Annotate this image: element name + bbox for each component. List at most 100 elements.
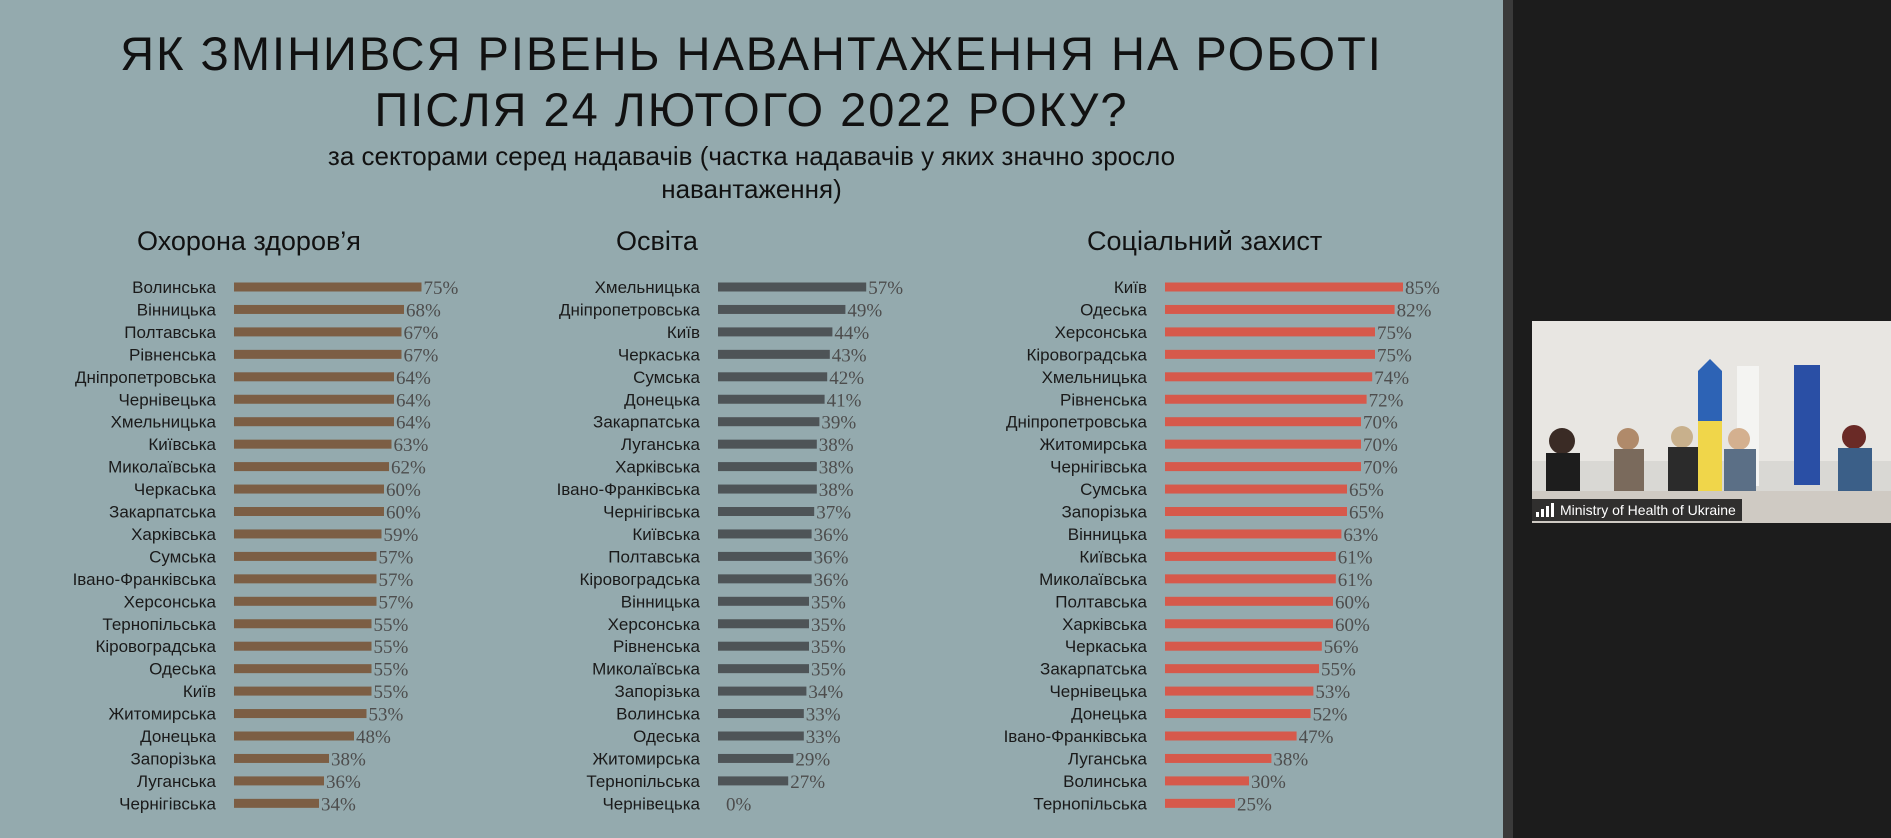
bar bbox=[234, 349, 402, 359]
category-label: Херсонська bbox=[608, 615, 701, 634]
bar bbox=[1165, 349, 1375, 359]
category-label: Київська bbox=[148, 435, 216, 454]
category-label: Миколаївська bbox=[1039, 570, 1147, 589]
category-label: Івано-Франківська bbox=[73, 570, 217, 589]
slide-title-line-1: ЯК ЗМІНИВСЯ РІВЕНЬ НАВАНТАЖЕННЯ НА РОБОТ… bbox=[120, 27, 1383, 80]
value-label: 63% bbox=[394, 435, 429, 456]
value-label: 48% bbox=[356, 727, 391, 748]
value-label: 41% bbox=[827, 390, 862, 411]
category-label: Київ bbox=[667, 323, 700, 342]
category-label: Запорізька bbox=[1061, 503, 1147, 522]
presentation-slide: ЯК ЗМІНИВСЯ РІВЕНЬ НАВАНТАЖЕННЯ НА РОБОТ… bbox=[0, 0, 1503, 838]
slide-subtitle-line-1: за секторами серед надавачів (частка над… bbox=[327, 141, 1176, 171]
bar bbox=[1165, 372, 1373, 382]
value-label: 53% bbox=[1315, 682, 1350, 703]
category-label: Черкаська bbox=[134, 480, 217, 499]
value-label: 33% bbox=[806, 705, 841, 726]
bar bbox=[718, 349, 830, 359]
slide-title-line-2: ПІСЛЯ 24 ЛЮТОГО 2022 РОКУ? bbox=[374, 83, 1129, 136]
category-label: Харківська bbox=[131, 525, 216, 544]
value-label: 34% bbox=[321, 794, 356, 815]
category-label: Дніпропетровська bbox=[75, 368, 217, 387]
bar bbox=[234, 664, 372, 674]
bar bbox=[1165, 686, 1314, 696]
category-label: Київська bbox=[632, 525, 700, 544]
category-label: Волинська bbox=[132, 278, 216, 297]
category-label: Дніпропетровська bbox=[1006, 413, 1148, 432]
bar bbox=[1165, 551, 1336, 561]
bar bbox=[1165, 304, 1395, 314]
category-label: Луганська bbox=[621, 435, 701, 454]
value-label: 65% bbox=[1349, 480, 1384, 501]
value-label: 85% bbox=[1405, 278, 1440, 299]
bar bbox=[718, 596, 809, 606]
category-label: Хмельницька bbox=[595, 278, 701, 297]
value-label: 75% bbox=[1377, 323, 1412, 344]
bar-chart-education: Хмельницька 57% Дніпропетровська 49% Київ 44%… bbox=[557, 278, 904, 815]
value-label: 44% bbox=[834, 323, 869, 344]
value-label: 64% bbox=[396, 390, 431, 411]
chart-title-education: Освіта bbox=[616, 226, 698, 256]
bar bbox=[1165, 776, 1249, 786]
person-4 bbox=[1728, 428, 1750, 450]
value-label: 55% bbox=[1321, 660, 1356, 681]
bar bbox=[234, 798, 319, 808]
bar bbox=[1165, 282, 1403, 292]
value-label: 60% bbox=[1335, 592, 1370, 613]
bar bbox=[718, 619, 809, 629]
bar bbox=[718, 529, 812, 539]
value-label: 64% bbox=[396, 413, 431, 434]
category-label: Одеська bbox=[149, 660, 216, 679]
value-label: 38% bbox=[331, 749, 366, 770]
bar bbox=[1165, 417, 1361, 427]
category-label: Волинська bbox=[1063, 772, 1147, 791]
bar bbox=[718, 462, 817, 472]
category-label: Житомирська bbox=[108, 705, 216, 724]
value-label: 56% bbox=[1324, 637, 1359, 658]
bar bbox=[718, 282, 867, 292]
category-label: Тернопільська bbox=[1033, 794, 1147, 813]
value-label: 72% bbox=[1369, 390, 1404, 411]
category-label: Хмельницька bbox=[1042, 368, 1148, 387]
category-label: Черкаська bbox=[1065, 637, 1148, 656]
category-label: Одеська bbox=[633, 727, 700, 746]
category-label: Рівненська bbox=[613, 637, 701, 656]
category-label: Рівненська bbox=[129, 345, 217, 364]
bar bbox=[718, 304, 846, 314]
value-label: 67% bbox=[404, 345, 439, 366]
value-label: 61% bbox=[1338, 547, 1373, 568]
value-label: 38% bbox=[1273, 749, 1308, 770]
category-label: Житомирська bbox=[592, 749, 700, 768]
category-label: Полтавська bbox=[608, 547, 700, 566]
value-label: 38% bbox=[819, 435, 854, 456]
value-label: 36% bbox=[326, 772, 361, 793]
category-label: Кіровоградська bbox=[579, 570, 700, 589]
participant-video-tile[interactable]: Ministry of Health of Ukraine bbox=[1532, 321, 1891, 523]
bar bbox=[718, 686, 807, 696]
bar bbox=[718, 641, 809, 651]
bar bbox=[234, 686, 372, 696]
bar bbox=[1165, 596, 1333, 606]
person-1 bbox=[1549, 428, 1575, 454]
value-label: 57% bbox=[379, 547, 414, 568]
value-label: 47% bbox=[1299, 727, 1334, 748]
value-label: 55% bbox=[374, 637, 409, 658]
value-label: 70% bbox=[1363, 458, 1398, 479]
value-label: 37% bbox=[816, 503, 851, 524]
flag-ukraine-top bbox=[1698, 371, 1722, 421]
category-label: Хмельницька bbox=[111, 413, 217, 432]
participant-name-label: Ministry of Health of Ukraine bbox=[1532, 499, 1742, 521]
signal-strength-icon bbox=[1536, 503, 1554, 517]
bar bbox=[234, 462, 389, 472]
category-label: Вінницька bbox=[621, 592, 701, 611]
bar bbox=[718, 484, 817, 494]
bar bbox=[234, 439, 392, 449]
bar bbox=[234, 551, 377, 561]
category-label: Закарпатська bbox=[593, 413, 700, 432]
bar bbox=[1165, 327, 1375, 337]
value-label: 36% bbox=[814, 570, 849, 591]
bar bbox=[234, 484, 384, 494]
value-label: 65% bbox=[1349, 503, 1384, 524]
category-label: Харківська bbox=[615, 458, 700, 477]
category-label: Тернопільська bbox=[102, 615, 216, 634]
